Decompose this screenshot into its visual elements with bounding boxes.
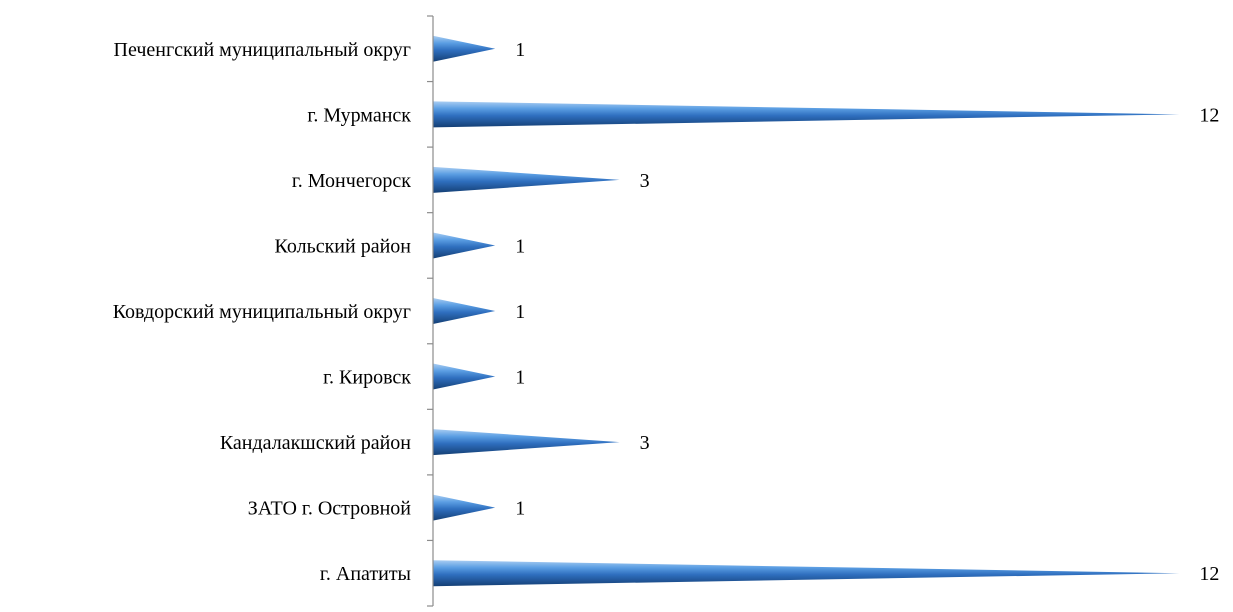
bar-value-label: 12 [1199, 563, 1219, 585]
category-tick-label: г. Кировск [323, 367, 411, 389]
bar [433, 494, 496, 521]
category-tick-label: Кандалакшский район [220, 432, 411, 454]
bar-value-label: 12 [1199, 104, 1219, 126]
bar [433, 101, 1180, 128]
bar-value-label: 3 [640, 170, 650, 192]
bar [433, 35, 496, 62]
bar [433, 232, 496, 259]
bar-value-label: 1 [515, 301, 525, 323]
bar-value-label: 1 [515, 367, 525, 389]
category-tick-label: ЗАТО г. Островной [248, 498, 412, 520]
category-axis [427, 15, 434, 607]
bar-value-label: 1 [515, 235, 525, 257]
bar [433, 298, 496, 324]
category-tick-label: Кольский район [275, 235, 412, 257]
category-tick-label: Ковдорский муниципальный округ [113, 301, 411, 323]
bar-value-label: 1 [515, 39, 525, 61]
labels-layer: Печенгский муниципальный округ 1 г. Мурман… [113, 39, 1220, 585]
bar [433, 363, 496, 390]
category-tick-label: г. Мурманск [307, 104, 411, 126]
category-tick-label: г. Мончегорск [292, 170, 411, 192]
bar [433, 429, 620, 456]
category-tick-label: г. Апатиты [320, 563, 411, 585]
bar [433, 166, 620, 193]
bar-value-label: 3 [640, 432, 650, 454]
bars-layer [433, 35, 1180, 587]
category-tick-label: Печенгский муниципальный округ [114, 39, 412, 61]
bar [433, 560, 1180, 587]
bar-value-label: 1 [515, 498, 525, 520]
